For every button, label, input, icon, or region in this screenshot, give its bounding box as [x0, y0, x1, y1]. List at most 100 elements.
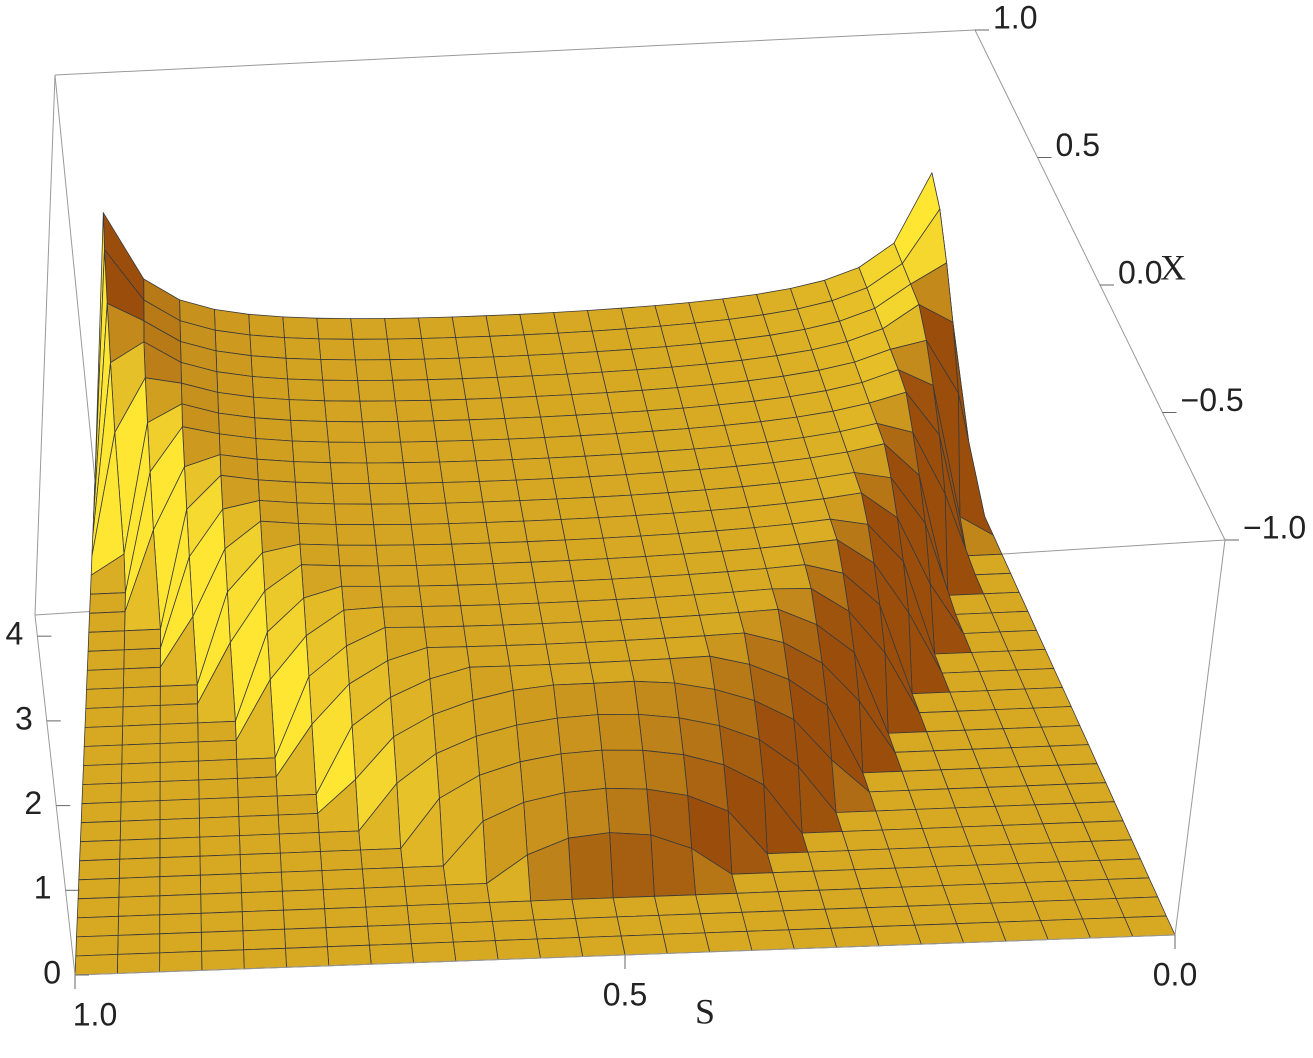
surface-cell	[699, 911, 748, 934]
surface-cell	[479, 479, 521, 503]
surface-cell	[485, 313, 525, 337]
surface-cell	[964, 728, 1012, 750]
surface-cell	[688, 571, 734, 596]
surface-cell	[489, 541, 532, 564]
surface-cell	[662, 469, 706, 494]
surface-cell	[81, 782, 122, 805]
surface-cell	[119, 838, 161, 860]
surface-cell	[159, 779, 200, 801]
surface-cell	[159, 684, 198, 706]
surface-cell	[291, 440, 331, 464]
surface-cell	[922, 826, 971, 848]
surface-cell	[567, 832, 614, 900]
surface-cell	[688, 425, 731, 450]
surface-cell	[404, 884, 449, 906]
surface-cell	[79, 839, 121, 862]
surface-cell	[282, 889, 325, 911]
surface-cell	[956, 921, 1007, 944]
surface-cell	[875, 809, 923, 831]
surface-cell	[1124, 915, 1176, 937]
surface-cell	[493, 355, 533, 378]
surface-cell	[159, 722, 199, 744]
surface-cell	[433, 419, 473, 442]
surface-cell	[320, 359, 358, 381]
surface-cell	[635, 512, 679, 537]
surface-cell	[240, 871, 283, 894]
surface-cell	[862, 770, 910, 793]
surface-cell	[654, 894, 701, 916]
surface-cell	[591, 328, 632, 352]
surface-cell	[887, 731, 935, 753]
surface-cell	[118, 876, 161, 898]
surface-cell	[727, 568, 773, 593]
surface-cell	[783, 908, 832, 931]
surface-cell	[389, 358, 428, 381]
surface-cell	[451, 542, 494, 566]
surface-cell	[918, 710, 966, 733]
surface-cell	[759, 543, 806, 569]
surface-cell	[116, 952, 161, 974]
surface-cell	[408, 922, 454, 945]
surface-cell	[933, 748, 981, 771]
surface-cell	[566, 371, 608, 395]
surface-cell	[397, 420, 437, 443]
surface-cell	[80, 820, 121, 843]
surface-cell	[584, 453, 627, 478]
surface-cell	[445, 883, 490, 905]
surface-cell	[243, 947, 287, 970]
surface-cell	[359, 400, 399, 423]
surface-cell	[801, 831, 849, 853]
surface-cell	[367, 924, 412, 946]
surface-cell	[327, 944, 372, 967]
surface-cell	[87, 630, 125, 652]
surface-cell	[280, 870, 324, 892]
surface-cell	[562, 351, 603, 375]
surface-cell	[969, 844, 1019, 866]
surface-cell	[571, 392, 613, 416]
surface-cell	[1074, 898, 1125, 920]
surface-cell	[671, 363, 714, 388]
surface-cell	[76, 915, 119, 938]
surface-cell	[472, 438, 513, 462]
surface-cell	[894, 866, 944, 888]
surface-cell	[123, 666, 161, 689]
surface-cell	[706, 359, 749, 385]
surface-cell	[360, 848, 404, 870]
surface-cell	[86, 649, 125, 671]
surface-cell	[523, 332, 563, 356]
surface-cell	[354, 359, 393, 381]
surface-cell	[283, 908, 327, 930]
surface-cell	[949, 690, 996, 712]
surface-cell	[418, 584, 461, 607]
surface-cell	[766, 851, 814, 874]
surface-cell	[253, 396, 291, 421]
surface-cell	[765, 564, 812, 590]
surface-cell	[418, 316, 456, 339]
y-tick-label: 0.0	[1118, 254, 1162, 290]
surface-cell	[624, 637, 671, 662]
surface-cell	[198, 778, 239, 800]
surface-cell	[530, 560, 574, 583]
surface-cell	[901, 769, 949, 791]
surface-cell	[962, 825, 1011, 847]
surface-cell	[560, 517, 604, 541]
surface-cell	[118, 895, 161, 917]
surface-cell	[1042, 821, 1092, 844]
surface-cell	[1115, 896, 1167, 918]
surface-cell	[259, 500, 299, 524]
surface-cell	[294, 481, 335, 505]
surface-cell	[704, 486, 749, 511]
surface-cell	[575, 916, 622, 938]
surface-cell	[545, 642, 591, 665]
surface-cell	[914, 923, 964, 945]
surface-cell	[597, 714, 644, 751]
surface-cell	[660, 322, 702, 347]
surface-cell	[693, 591, 740, 616]
surface-cell	[658, 913, 706, 935]
surface-cell	[238, 814, 280, 836]
surface-cell	[369, 943, 414, 965]
surface-cell	[465, 397, 506, 421]
surface-cell	[540, 414, 581, 438]
surface-cell	[593, 680, 639, 715]
